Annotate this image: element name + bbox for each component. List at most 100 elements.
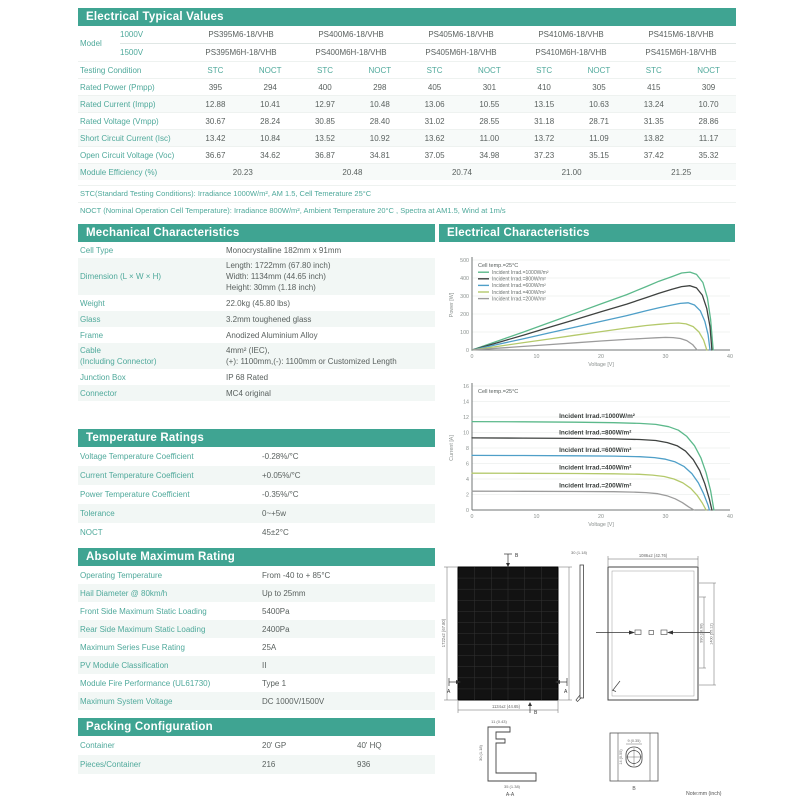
rear-width-dim: 1086±2 (42.76) bbox=[639, 553, 668, 558]
svg-text:2: 2 bbox=[466, 492, 469, 498]
cell: 36.87 bbox=[314, 150, 335, 160]
section-a-bottom-dim: 35 (1.38) bbox=[504, 784, 521, 789]
model-name: PS395M6H-18/VHB bbox=[205, 48, 277, 57]
svg-text:40: 40 bbox=[727, 354, 733, 360]
cell: 28.55 bbox=[479, 116, 500, 126]
cell: Type 1 bbox=[262, 678, 287, 688]
noct-note: NOCT (Nominal Operation Cell Temperature… bbox=[78, 202, 736, 219]
cell: 37.05 bbox=[424, 150, 445, 160]
section-title: Mechanical Characteristics bbox=[86, 227, 240, 239]
marker-b-top: B bbox=[515, 553, 519, 559]
cell: 13.24 bbox=[643, 99, 664, 109]
table-row: Glass 3.2mm toughened glass bbox=[78, 311, 435, 327]
cell: 37.42 bbox=[643, 150, 664, 160]
svg-text:Voltage [V]: Voltage [V] bbox=[588, 362, 614, 368]
table-row: Module Fire Performance (UL61730) Type 1 bbox=[80, 678, 287, 688]
svg-text:10: 10 bbox=[463, 430, 469, 436]
cell: 10.41 bbox=[260, 99, 281, 109]
cell: 28.71 bbox=[588, 116, 609, 126]
model-name: PS400M6-18/VHB bbox=[318, 30, 384, 39]
svg-text:0: 0 bbox=[466, 508, 469, 514]
model-name: PS415M6-18/VHB bbox=[648, 30, 714, 39]
svg-text:400: 400 bbox=[460, 276, 469, 282]
mechanical-table: Cell Type Monocrystalline 182mm x 91mm D… bbox=[78, 242, 435, 401]
table-row: Weight 22.0kg (45.80 lbs) bbox=[80, 298, 291, 308]
cell: 13.42 bbox=[205, 133, 226, 143]
side-profile bbox=[579, 564, 584, 699]
svg-text:30: 30 bbox=[663, 514, 669, 520]
cell: 301 bbox=[482, 82, 497, 92]
table-row: Rated Power (Pmpp) 395 294 400 298 405 301 410 3… bbox=[78, 78, 736, 95]
model-label: Model bbox=[80, 39, 102, 48]
svg-text:Incident Irrad.=200W/m²: Incident Irrad.=200W/m² bbox=[559, 483, 631, 490]
hole-spacing-outer-dim: 1400 (55.12) bbox=[710, 623, 714, 645]
marker-a-left: A bbox=[447, 689, 451, 695]
model-name: PS410M6H-18/VHB bbox=[535, 48, 607, 57]
electrical-typical-table: Model 1000V PS395M6-18/VHB PS400M6-18/VHB P… bbox=[78, 26, 736, 180]
voltage-class: 1500V bbox=[120, 48, 144, 57]
svg-text:Incident Irrad.=400W/m²: Incident Irrad.=400W/m² bbox=[492, 290, 546, 296]
condition-header: NOCT bbox=[587, 65, 611, 75]
condition-header: STC bbox=[645, 65, 662, 75]
cell: 20.74 bbox=[451, 167, 472, 177]
table-row: PV Module Classification II bbox=[78, 656, 435, 674]
cell: 34.81 bbox=[369, 150, 390, 160]
svg-text:0: 0 bbox=[471, 354, 474, 360]
cell: 30.85 bbox=[314, 116, 335, 126]
table-row: Open Circuit Voltage (Voc) 36.67 34.62 36.8… bbox=[78, 146, 736, 163]
cell: 395 bbox=[208, 82, 223, 92]
svg-text:10: 10 bbox=[534, 514, 540, 520]
cell: -0.28%/°C bbox=[262, 452, 299, 461]
testing-condition-notes: STC(Standard Testing Conditions): Irradi… bbox=[78, 185, 736, 219]
condition-header: NOCT bbox=[368, 65, 392, 75]
section-title: Packing Configuration bbox=[86, 721, 213, 733]
cell: 400 bbox=[318, 82, 332, 92]
cell: +0.05%/°C bbox=[262, 471, 301, 480]
table-row: Cable (Including Connector) 4mm² (IEC), (+… bbox=[78, 343, 435, 369]
cell: 28.40 bbox=[369, 116, 390, 126]
cell: 4mm² (IEC), (+): 1100mm,(-): 1100mm or Cu… bbox=[226, 346, 397, 366]
model-name: PS395M6-18/VHB bbox=[208, 30, 274, 39]
section-a-top-dim: 11 (0.43) bbox=[491, 719, 507, 724]
condition-header: STC bbox=[536, 65, 553, 75]
cell: 10.63 bbox=[588, 99, 609, 109]
model-row: 1000V PS395M6-18/VHB PS400M6-18/VHB PS405M6… bbox=[120, 26, 736, 44]
table-row: Tolerance 0~+5w bbox=[78, 504, 435, 523]
module-drawing: 1722±2 (67.80) 1134±2 (44.65) B B A A 30… bbox=[441, 550, 722, 798]
svg-text:Voltage [V]: Voltage [V] bbox=[588, 522, 614, 528]
svg-text:12: 12 bbox=[463, 415, 469, 421]
cell: 309 bbox=[701, 82, 716, 92]
svg-text:10: 10 bbox=[534, 354, 540, 360]
cell: 36.67 bbox=[205, 150, 226, 160]
condition-header: STC bbox=[316, 65, 333, 75]
table-row: Frame Anodized Aluminium Alloy bbox=[80, 330, 318, 340]
svg-text:Incident Irrad.=800W/m²: Incident Irrad.=800W/m² bbox=[559, 429, 631, 436]
cell: 3.2mm toughened glass bbox=[226, 314, 312, 324]
cell: 30.67 bbox=[205, 116, 226, 126]
svg-text:20: 20 bbox=[598, 354, 604, 360]
cell: 31.02 bbox=[424, 116, 445, 126]
hole-height-dim: 14 (0.55) bbox=[619, 749, 623, 765]
marker-a-right: A bbox=[564, 689, 568, 695]
model-name: PS405M6-18/VHB bbox=[428, 30, 494, 39]
cell: 37.23 bbox=[534, 150, 555, 160]
svg-text:6: 6 bbox=[466, 461, 469, 467]
section-header-electrical-typical: Electrical Typical Values bbox=[78, 8, 736, 26]
cell: 13.15 bbox=[534, 99, 555, 109]
cell: 25A bbox=[262, 642, 277, 652]
svg-text:0: 0 bbox=[471, 514, 474, 520]
svg-text:30: 30 bbox=[663, 354, 669, 360]
table-row: Maximum Series Fuse Rating 25A bbox=[80, 642, 277, 652]
iv-curve-chart: 0 2 4 6 8 10 12 14 16 0 10 20 30 40 Cell temp.=25°C Inc… bbox=[446, 378, 738, 533]
temperature-table: Voltage Temperature Coefficient -0.28%/°… bbox=[78, 447, 435, 542]
cell: 0~+5w bbox=[262, 509, 287, 518]
svg-text:300: 300 bbox=[460, 294, 469, 300]
front-width-dim: 1134±2 (44.65) bbox=[492, 704, 521, 709]
svg-text:Incident Irrad.=1000W/m²: Incident Irrad.=1000W/m² bbox=[492, 270, 549, 276]
cell: 2400Pa bbox=[262, 624, 290, 634]
mount-hole-detail bbox=[609, 732, 659, 782]
table-row: Junction Box IP 68 Rated bbox=[80, 372, 269, 382]
units-note: Note:mm (inch) bbox=[686, 791, 722, 797]
testing-condition-row: Testing Condition STC NOCT STC NOCT STC NOCT ST… bbox=[78, 61, 736, 78]
section-packing-configuration: Packing Configuration Container 20' GP 4… bbox=[78, 718, 435, 774]
